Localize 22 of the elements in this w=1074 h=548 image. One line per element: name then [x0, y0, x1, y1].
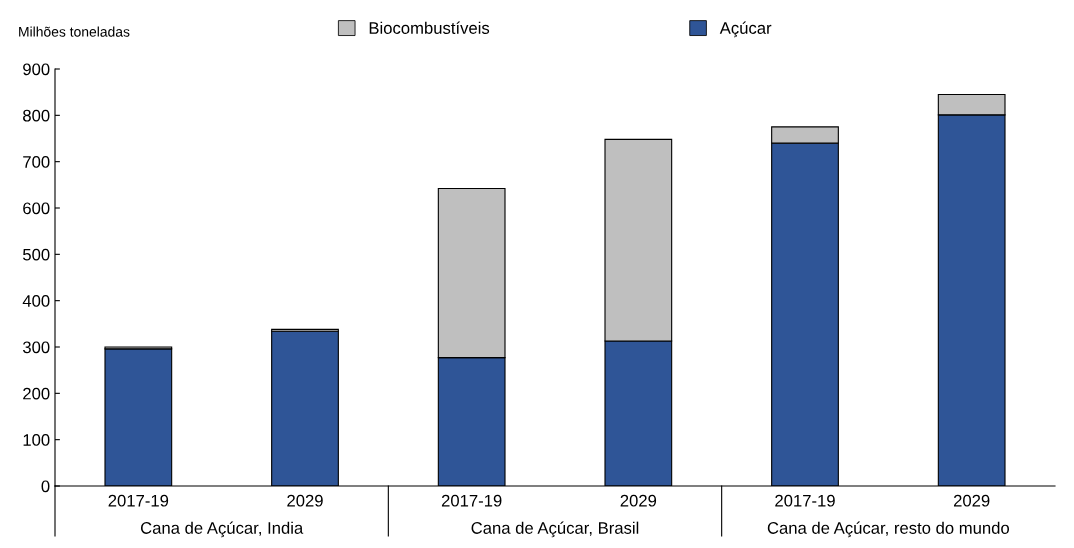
y-tick-label: 700 — [23, 156, 50, 168]
y-tick-label: 0 — [41, 480, 50, 493]
x-tick-label: 2017-19 — [108, 494, 169, 507]
y-tick-label: 800 — [23, 109, 50, 122]
y-axis-title: Milhões toneladas — [19, 26, 130, 37]
y-tick-label: 200 — [23, 387, 50, 400]
legend-label: Açúcar — [719, 21, 772, 38]
x-tick-label: 2017-19 — [441, 494, 502, 507]
text: Cana de Açúcar, India — [140, 521, 304, 538]
x-tick-label: 2029 — [620, 494, 657, 507]
y-tick-label: 500 — [23, 248, 50, 261]
y-tick-label: 100 — [23, 434, 50, 446]
text: Cana de Açúcar, resto do mundo — [767, 521, 1010, 538]
y-tick-label: 900 — [23, 63, 50, 76]
x-tick-label: 2017-19 — [775, 494, 835, 507]
y-tick-label: 300 — [22, 341, 50, 354]
legend-label: Biocombustíveis — [369, 21, 490, 34]
x-tick-label: 2029 — [287, 494, 323, 507]
y-tick-label: 600 — [23, 202, 50, 215]
x-tick-label: 2029 — [953, 494, 990, 507]
y-tick-label: 400 — [22, 295, 50, 307]
text: Cana de Açúcar, Brasil — [471, 521, 639, 538]
